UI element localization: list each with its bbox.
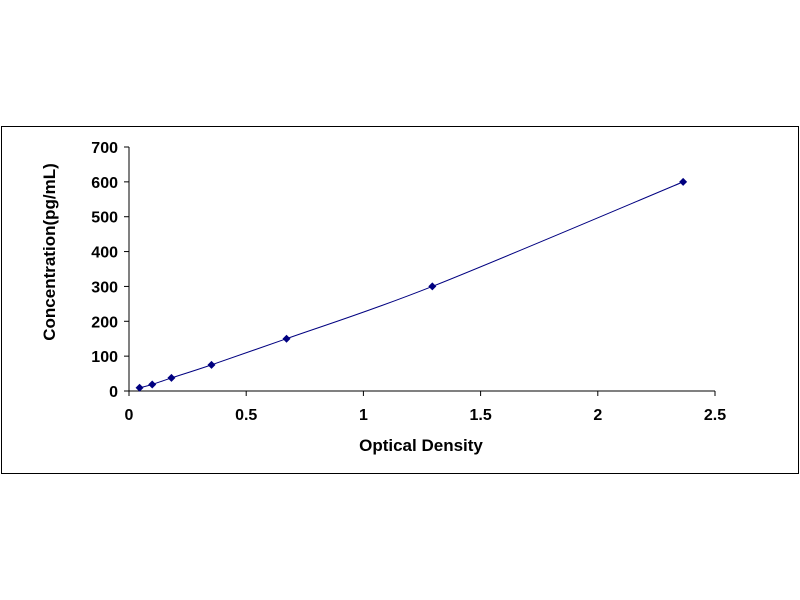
x-tick-label: 0 (125, 407, 134, 424)
x-tick-label: 2.5 (704, 407, 726, 424)
data-point (679, 177, 688, 186)
y-axis-title: Concentration(pg/mL) (40, 163, 59, 341)
y-tick-label: 700 (91, 140, 118, 157)
y-tick-label: 300 (91, 279, 118, 296)
y-tick-label: 0 (109, 384, 118, 401)
y-tick-label: 500 (91, 210, 118, 227)
x-tick-label: 1 (359, 407, 368, 424)
x-axis-title: Optical Density (359, 436, 483, 455)
data-point (135, 383, 144, 392)
x-tick-label: 2 (593, 407, 602, 424)
y-tick-label: 600 (91, 175, 118, 192)
chart-border (1, 126, 799, 474)
data-point (282, 334, 291, 343)
y-tick-label: 100 (91, 349, 118, 366)
x-tick-label: 0.5 (235, 407, 257, 424)
plot-area: 0 100 200 300 400 500 600 700 0 0.5 1 1.5 2 2.5 (91, 140, 726, 424)
y-tick-label: 400 (91, 245, 118, 262)
x-tick-label: 1.5 (469, 407, 491, 424)
data-point (148, 380, 157, 389)
data-point (428, 282, 437, 291)
data-point (167, 373, 176, 382)
data-point (207, 360, 216, 369)
y-tick-label: 200 (91, 314, 118, 331)
